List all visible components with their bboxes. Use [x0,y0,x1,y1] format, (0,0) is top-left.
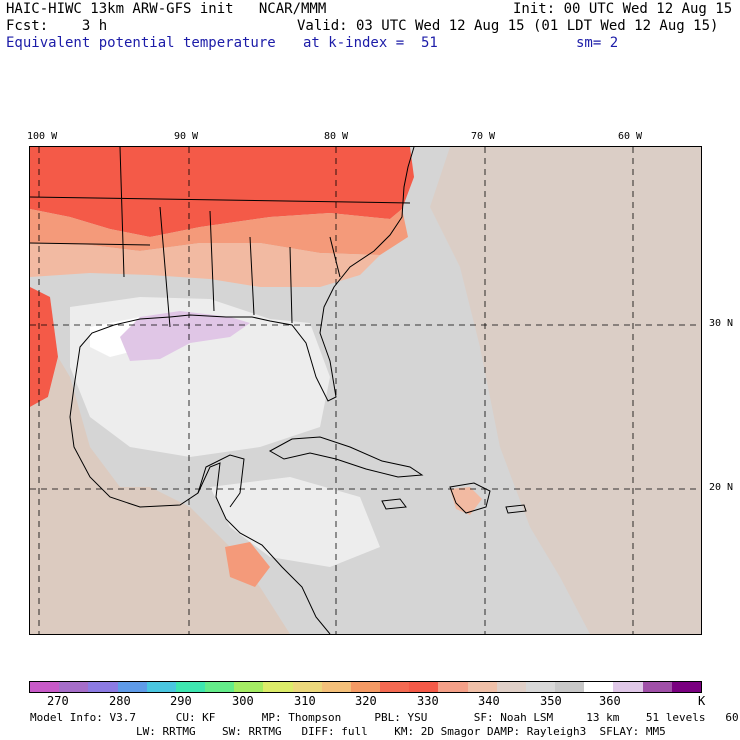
atlantic-tan-region [430,147,701,634]
valid-time: Valid: 03 UTC Wed 12 Aug 15 (01 LDT Wed … [297,18,719,34]
yucatan-coastline [197,454,245,508]
lon-label-60w: 60 W [618,131,643,142]
level-index: at k-index = 51 [303,35,438,51]
field-name: Equivalent potential temperature [6,35,276,51]
colorbar-swatch-22 [671,682,701,692]
colorbar-tick-340: 340 [478,694,500,708]
colorbar-swatch-6 [205,682,235,692]
theta-e-map [29,146,702,635]
warm-region-light [30,243,380,287]
caribbean-white-area [210,477,380,567]
mexico-coastline [69,386,331,634]
lon-label-100w: 100 W [27,131,58,142]
colorbar-swatch-1 [59,682,89,692]
forecast-hour: Fcst: 3 h [6,18,108,34]
colorbar [29,681,702,693]
colorbar-swatch-2 [88,682,118,692]
smoothing-value: sm= 2 [576,35,619,51]
colorbar-swatch-5 [175,682,206,692]
colorbar-swatch-4 [146,682,176,692]
colorbar-swatch-12 [380,682,410,692]
colorbar-tick-330: 330 [417,694,439,708]
colorbar-swatch-13 [409,682,439,692]
colorbar-swatch-9 [292,682,322,692]
central-america-warm-spot [225,542,270,587]
colorbar-tick-280: 280 [109,694,131,708]
puerto-rico-outline [505,504,527,514]
model-info-line1: Model Info: V3.7 CU: KF MP: Thompson PBL… [30,711,740,724]
colorbar-swatch-15 [467,682,497,692]
model-info-line2: LW: RRTMG SW: RRTMG DIFF: full KM: 2D Sm… [30,725,666,738]
colorbar-tick-290: 290 [170,694,192,708]
colorbar-swatch-18 [555,682,585,692]
mexico-warm-patch [30,287,58,407]
colorbar-swatch-3 [117,682,147,692]
init-time: Init: 00 UTC Wed 12 Aug 15 [513,1,733,17]
colorbar-swatch-17 [525,682,556,692]
mexico-tan-area [30,357,290,634]
cuba-outline [268,436,424,478]
colorbar-tick-360: 360 [599,694,621,708]
colorbar-tick-300: 300 [232,694,254,708]
lon-label-90w: 90 W [174,131,199,142]
warm-region-mid [30,209,408,255]
colorbar-swatch-7 [234,682,264,692]
lon-label-80w: 80 W [324,131,349,142]
lat-label-30n: 30 N [709,318,734,329]
colorbar-swatch-8 [263,682,293,692]
colorbar-swatch-20 [613,682,643,692]
colorbar-tick-350: 350 [540,694,562,708]
lat-label-20n: 20 N [709,482,734,493]
colorbar-swatch-21 [642,682,672,692]
model-title: HAIC-HIWC 13km ARW-GFS init NCAR/MMM [6,1,327,17]
us-gulf-coastline [73,147,415,402]
colorbar-tick-310: 310 [294,694,316,708]
colorbar-unit: K [698,694,706,708]
colorbar-tick-320: 320 [355,694,377,708]
colorbar-swatch-10 [321,682,351,692]
lavender-coast-band [120,311,250,361]
colorbar-swatch-0 [30,682,60,692]
warm-region-north [30,147,414,237]
colorbar-swatch-14 [438,682,468,692]
hispaniola-warm-spot [450,487,482,515]
colorbar-swatch-19 [584,682,614,692]
hispaniola-outline [449,482,491,514]
colorbar-swatch-16 [496,682,526,692]
jamaica-outline [381,498,407,510]
lon-label-70w: 70 W [471,131,496,142]
us-state-borders [30,147,411,328]
colorbar-swatch-11 [350,682,381,692]
colorbar-tick-270: 270 [47,694,69,708]
